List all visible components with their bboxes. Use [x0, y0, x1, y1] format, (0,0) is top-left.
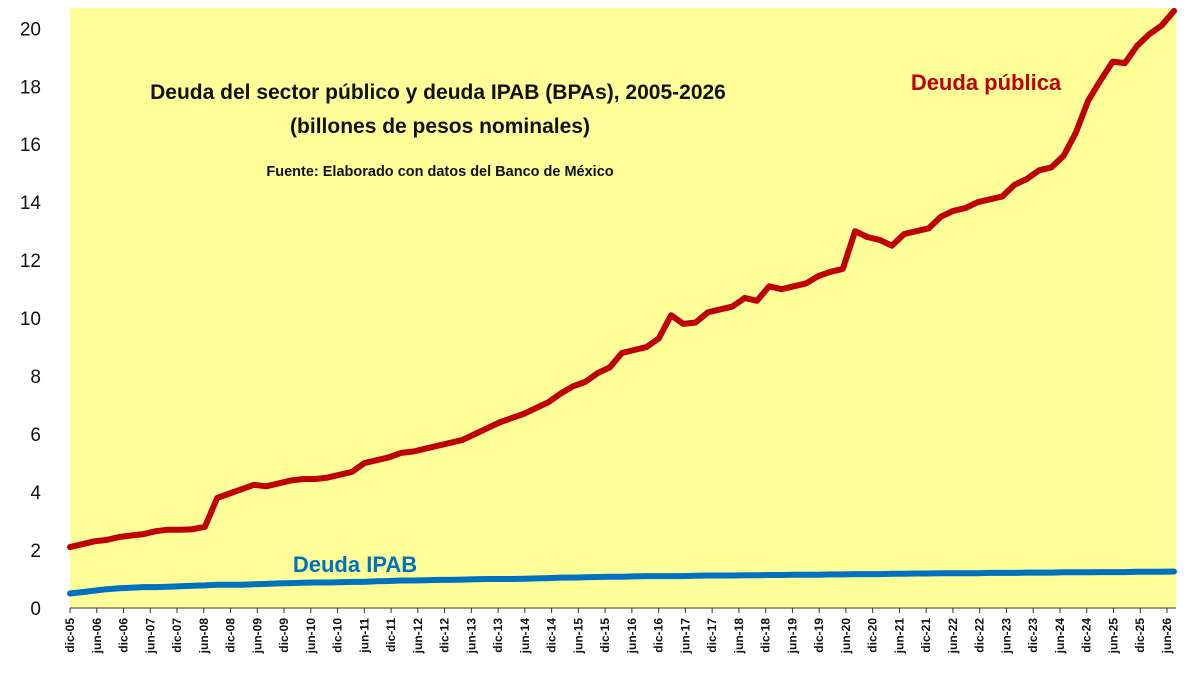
y-tick-label: 4 [30, 483, 41, 504]
x-axis: dic-05 jun-06 dic-06 jun-07 dic-07 jun-08 dic-… [63, 608, 1174, 654]
x-tick-label: dic-12 [438, 618, 452, 653]
x-tick-label: dic-07 [170, 618, 184, 653]
x-tick-label: jun-17 [678, 618, 692, 655]
x-tick-label: jun-13 [464, 618, 478, 655]
x-tick-label: jun-14 [518, 618, 532, 655]
x-tick-label: jun-24 [1053, 618, 1067, 655]
x-tick-label: jun-22 [946, 618, 960, 655]
x-tick-label: dic-22 [973, 618, 987, 653]
x-tick-label: dic-10 [331, 618, 345, 653]
chart-subtitle: (billones de pesos nominales) [290, 115, 590, 138]
x-tick-label: jun-08 [197, 618, 211, 655]
x-tick-label: dic-11 [384, 618, 398, 652]
x-tick-label: jun-06 [90, 618, 104, 655]
series-layer [67, 7, 1177, 597]
x-tick-label: dic-23 [1026, 618, 1040, 653]
x-tick-label: jun-09 [250, 618, 264, 655]
x-tick-label: dic-14 [545, 618, 559, 653]
y-tick-label: 0 [30, 599, 41, 620]
x-tick-label: dic-21 [919, 618, 933, 653]
x-tick-label: dic-16 [652, 618, 666, 653]
x-tick-label: dic-19 [812, 618, 826, 653]
series-label-deuda-publica: Deuda pública [911, 70, 1062, 95]
series-line-deuda-publica [67, 7, 1177, 551]
x-tick-label: jun-15 [571, 618, 585, 655]
y-tick-label: 20 [20, 19, 41, 40]
x-tick-label: dic-13 [491, 618, 505, 653]
x-tick-label: dic-17 [705, 618, 719, 653]
x-tick-label: dic-18 [759, 618, 773, 653]
x-tick-label: jun-19 [785, 618, 799, 655]
y-axis: 0 2 4 6 8 10 12 14 16 18 20 [20, 19, 42, 620]
x-tick-label: jun-16 [625, 618, 639, 655]
x-tick-label: dic-08 [224, 618, 238, 653]
x-tick-label: jun-18 [732, 618, 746, 655]
x-tick-label: jun-10 [304, 618, 318, 655]
x-tick-label: dic-20 [866, 618, 880, 653]
x-tick-label: jun-25 [1106, 618, 1120, 655]
x-tick-label: jun-21 [892, 618, 906, 655]
x-tick-label: jun-12 [411, 618, 425, 655]
x-tick-label: jun-26 [1160, 618, 1174, 655]
plot-area [70, 8, 1176, 608]
x-tick-label: dic-15 [598, 618, 612, 653]
y-tick-label: 10 [20, 309, 41, 330]
x-tick-label: dic-09 [277, 618, 291, 653]
y-tick-label: 14 [20, 193, 42, 214]
x-tick-label: dic-06 [117, 618, 131, 653]
series-line-deuda-ipab [67, 568, 1177, 597]
y-tick-label: 8 [30, 367, 41, 388]
y-tick-label: 16 [20, 135, 41, 156]
x-tick-label: jun-11 [357, 618, 371, 654]
chart-source: Fuente: Elaborado con datos del Banco de… [266, 164, 613, 180]
y-tick-label: 2 [30, 541, 41, 562]
x-tick-label: dic-25 [1133, 618, 1147, 653]
y-tick-label: 18 [20, 77, 41, 98]
x-tick-label: jun-07 [143, 618, 157, 655]
x-tick-label: jun-20 [839, 618, 853, 655]
x-tick-label: dic-24 [1080, 618, 1094, 653]
x-tick-label: jun-23 [999, 618, 1013, 655]
y-tick-label: 12 [20, 251, 41, 272]
y-tick-label: 6 [30, 425, 41, 446]
x-tick-label: dic-05 [63, 618, 77, 653]
series-label-deuda-ipab: Deuda IPAB [293, 552, 417, 577]
chart-title: Deuda del sector público y deuda IPAB (B… [150, 81, 726, 104]
